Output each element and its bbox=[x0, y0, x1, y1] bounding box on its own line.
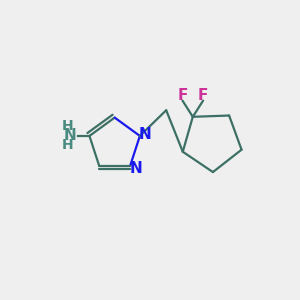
Text: F: F bbox=[177, 88, 188, 103]
Text: N: N bbox=[64, 128, 77, 143]
Text: N: N bbox=[139, 127, 152, 142]
Text: F: F bbox=[198, 88, 208, 103]
Text: H: H bbox=[61, 119, 73, 134]
Text: N: N bbox=[129, 161, 142, 176]
Text: H: H bbox=[61, 138, 73, 152]
